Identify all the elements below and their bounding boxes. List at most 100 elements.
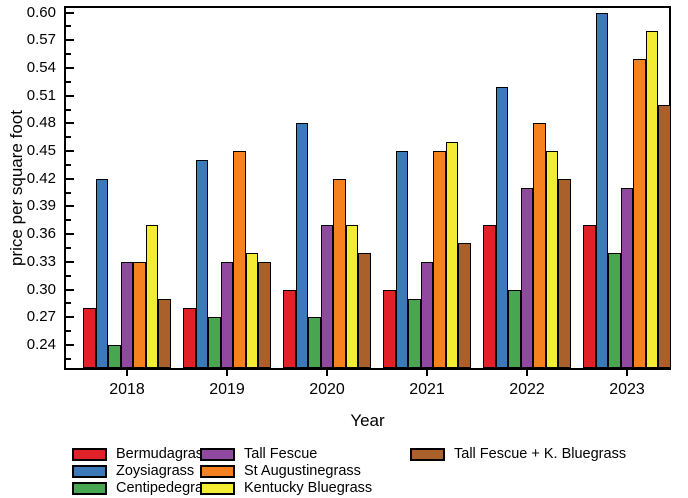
x-tick-label: 2021: [409, 381, 445, 398]
bar-group-2023: [583, 12, 671, 368]
x-tick: [626, 370, 628, 376]
bar-zoysiagrass: [95, 178, 109, 368]
bar-bermudagrass: [183, 308, 196, 368]
bar-st-augustinegrass: [433, 151, 446, 368]
y-minor-tick: [66, 25, 71, 28]
y-tick-label: 0.24: [26, 335, 56, 353]
legend-swatch-kentucky-bluegrass: [200, 482, 235, 495]
y-tick: [66, 205, 74, 208]
bar-bermudagrass: [83, 308, 96, 368]
bar-zoysiagrass: [595, 12, 609, 368]
bar-group-2022: [483, 86, 571, 368]
y-tick-label: 0.42: [26, 169, 56, 187]
x-tick-label: 2023: [609, 381, 645, 398]
y-tick-label: 0.57: [26, 31, 56, 49]
x-tick-label: 2022: [509, 381, 545, 398]
bar-tall-fescue: [120, 261, 134, 368]
legend-label-tall-fescue-k-bluegrass: Tall Fescue + K. Bluegrass: [454, 446, 627, 462]
bar-tall-fescue-k-bluegrass: [658, 104, 671, 368]
bar-tall-fescue: [620, 188, 634, 368]
bar-zoysiagrass: [195, 160, 209, 368]
bar-bermudagrass: [483, 224, 496, 368]
y-tick-label: 0.27: [26, 308, 56, 326]
bar-tall-fescue: [520, 188, 534, 368]
bar-group-2021: [383, 141, 471, 368]
bar-zoysiagrass: [395, 151, 409, 368]
x-tick: [126, 370, 128, 376]
legend-label-st-augustinegrass: St Augustinegrass: [244, 463, 361, 479]
bar-tall-fescue-k-bluegrass: [358, 252, 371, 368]
x-tick: [326, 370, 328, 376]
bar-group-2019: [183, 151, 271, 368]
y-tick-label: 0.36: [26, 225, 56, 243]
y-minor-tick: [66, 108, 71, 111]
bar-group-2020: [283, 123, 371, 368]
y-tick-label: 0.54: [26, 59, 56, 76]
y-minor-tick: [66, 302, 71, 305]
y-tick-label: 0.30: [26, 280, 56, 298]
legend-swatch-centipedegrass: [72, 482, 107, 495]
y-tick: [66, 288, 74, 291]
y-tick: [66, 233, 74, 236]
x-axis-title: Year: [350, 411, 385, 430]
legend-label-centipedegrass: Centipedegrass: [116, 480, 218, 496]
bar-bermudagrass: [283, 289, 296, 368]
y-minor-tick: [66, 330, 71, 333]
bar-kentucky-bluegrass: [245, 252, 259, 368]
bar-tall-fescue-k-bluegrass: [558, 178, 571, 368]
y-tick: [66, 150, 74, 153]
bar-bermudagrass: [383, 289, 396, 368]
x-tick: [226, 370, 228, 376]
y-tick: [66, 177, 74, 180]
plot-area: [64, 6, 671, 370]
bar-centipedegrass: [408, 298, 421, 368]
y-tick: [66, 11, 74, 14]
y-tick: [66, 316, 74, 319]
y-tick-label: 0.60: [26, 3, 56, 21]
bar-st-augustinegrass: [333, 178, 346, 368]
bar-tall-fescue: [320, 224, 334, 368]
x-tick-label: 2019: [209, 381, 245, 398]
legend-swatch-st-augustinegrass: [200, 465, 235, 478]
y-tick-label: 0.48: [26, 114, 56, 132]
x-tick: [526, 370, 528, 376]
legend-label-zoysiagrass: Zoysiagrass: [116, 463, 195, 479]
bar-st-augustinegrass: [233, 151, 246, 368]
bar-st-augustinegrass: [533, 123, 546, 368]
bar-kentucky-bluegrass: [345, 224, 359, 368]
y-tick: [66, 122, 74, 125]
legend-swatch-bermudagrass: [72, 448, 107, 461]
legend-label-kentucky-bluegrass: Kentucky Bluegrass: [244, 480, 373, 496]
bar-tall-fescue: [220, 261, 234, 368]
legend-label-tall-fescue: Tall Fescue: [244, 446, 318, 462]
y-minor-tick: [66, 274, 71, 277]
y-minor-tick: [66, 136, 71, 139]
x-tick-label: 2018: [109, 381, 145, 398]
bar-tall-fescue-k-bluegrass: [458, 243, 471, 368]
bar-group-2018: [83, 178, 171, 368]
y-minor-tick: [66, 357, 71, 360]
y-tick-label: 0.51: [26, 86, 56, 104]
bar-tall-fescue-k-bluegrass: [158, 298, 171, 368]
bar-kentucky-bluegrass: [445, 141, 459, 368]
y-minor-tick: [66, 247, 71, 249]
x-tick-label: 2020: [309, 381, 345, 398]
y-minor-tick: [66, 219, 71, 222]
bar-kentucky-bluegrass: [145, 224, 159, 368]
legend-swatch-tall-fescue-k-bluegrass: [410, 448, 445, 461]
bar-tall-fescue-k-bluegrass: [258, 261, 271, 368]
y-tick: [66, 343, 74, 346]
bar-kentucky-bluegrass: [545, 151, 559, 368]
y-tick-label: 0.33: [26, 252, 56, 270]
bar-st-augustinegrass: [133, 261, 146, 368]
bar-centipedegrass: [608, 252, 621, 368]
y-minor-tick: [66, 53, 71, 56]
y-tick-label: 0.39: [26, 197, 56, 215]
y-tick: [66, 67, 74, 69]
bar-centipedegrass: [108, 344, 121, 368]
bar-centipedegrass: [208, 317, 221, 368]
bar-zoysiagrass: [295, 123, 309, 368]
y-tick-label: 0.45: [26, 142, 56, 160]
bar-centipedegrass: [508, 289, 521, 368]
bar-st-augustinegrass: [633, 58, 646, 368]
